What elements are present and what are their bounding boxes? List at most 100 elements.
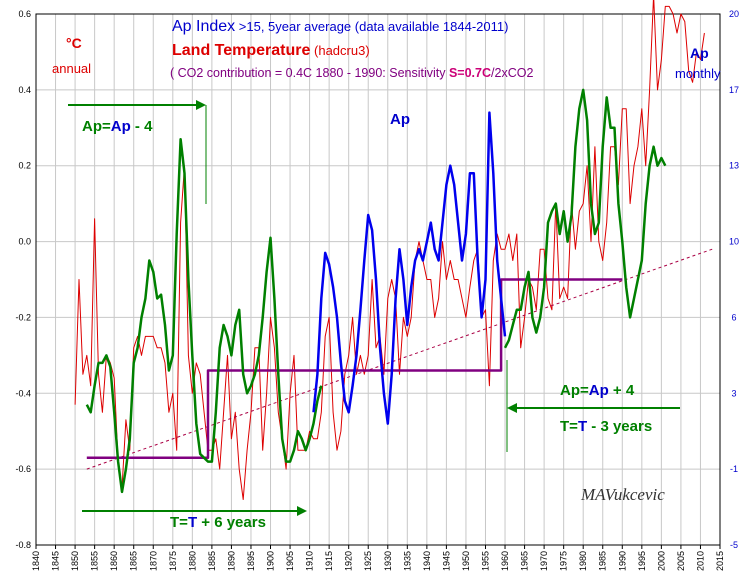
- right-tick-label: 6: [731, 312, 736, 322]
- x-tick-label: 1880: [187, 551, 197, 571]
- x-tick-label: 1900: [266, 551, 276, 571]
- x-tick-label: 1990: [617, 551, 627, 571]
- t-minus-b: T: [578, 418, 587, 435]
- co2-note-prefix: ( CO2 contribution = 0.4C 1880 - 1990: S…: [170, 66, 449, 80]
- t-minus-eq: =: [569, 418, 578, 435]
- series-group: [74, 0, 713, 500]
- left-tick-label: 0.6: [18, 9, 31, 19]
- ap-shift-minus-eq: =: [102, 118, 111, 135]
- right-tick-label: 10: [729, 237, 739, 247]
- annotations-group: Ap Index >15, 5year average (data availa…: [52, 18, 721, 531]
- x-tick-label: 1980: [578, 551, 588, 571]
- t-plus-label: T=T + 6 years: [170, 514, 266, 531]
- right-axis-note: monthly: [675, 66, 721, 81]
- x-tick-label: 2005: [676, 551, 686, 571]
- x-tick-label: 1855: [90, 551, 100, 571]
- ap-index-detail: >15, 5year average (data available 1844-…: [235, 19, 508, 34]
- ap-shifted-line: [85, 137, 323, 494]
- x-tick-label: 1890: [226, 551, 236, 571]
- right-tick-label: 17: [729, 85, 739, 95]
- ap-shift-plus-b: Ap: [589, 382, 609, 399]
- x-tick-label: 1920: [344, 551, 354, 571]
- x-tick-label: 1975: [559, 551, 569, 571]
- land-temperature-title: Land Temperature (hadcru3): [172, 42, 370, 59]
- x-tick-label: 1995: [637, 551, 647, 571]
- ap-shift-plus-label: Ap=Ap + 4: [560, 382, 635, 399]
- right-tick-label: 3: [731, 388, 736, 398]
- x-tick-label: 1950: [461, 551, 471, 571]
- left-tick-label: -0.6: [15, 464, 31, 474]
- x-tick-label: 1860: [109, 551, 119, 571]
- left-tick-label: 0.2: [18, 161, 31, 171]
- right-axis-label: Ap: [690, 45, 709, 61]
- x-tick-label: 2015: [715, 551, 725, 571]
- x-tick-label: 1970: [539, 551, 549, 571]
- right-tick-label: 20: [729, 9, 739, 19]
- right-tick-label: -5: [730, 540, 738, 550]
- x-tick-label: 1925: [363, 551, 373, 571]
- plot-frame: [35, 13, 721, 546]
- ap-shift-minus-rest: - 4: [131, 118, 153, 135]
- x-tick-label: 1840: [31, 551, 41, 571]
- t-minus-label: T=T - 3 years: [560, 418, 652, 435]
- ap-index-label: Ap Index: [172, 18, 235, 35]
- t-minus-arrowhead: [507, 403, 517, 413]
- x-tick-label: 1875: [168, 551, 178, 571]
- left-tick-label: -0.4: [15, 388, 31, 398]
- axes: 0.6 0.4 0.2 0.0 -0.2 -0.4 -0.6 -0.8 20 17 13 10 6 3 -1…: [15, 9, 739, 571]
- t-plus-arrowhead: [297, 506, 307, 516]
- ap-shift-plus-eq: =: [580, 382, 589, 399]
- left-tick-label: 0.0: [18, 237, 31, 247]
- t-plus-rest: + 6 years: [197, 514, 266, 531]
- x-tick-label: 1910: [305, 551, 315, 571]
- ap-shift-minus-label: Ap=Ap - 4: [82, 118, 153, 135]
- right-tick-label: 13: [729, 161, 739, 171]
- land-temp-label: Land Temperature: [172, 42, 311, 59]
- x-tick-label: 1865: [129, 551, 139, 571]
- ap-unshifted-line: [312, 111, 507, 425]
- x-tick-label: 1930: [383, 551, 393, 571]
- t-plus-eq: =: [179, 514, 188, 531]
- x-tick-label: 1915: [324, 551, 334, 571]
- left-tick-label: -0.2: [15, 312, 31, 322]
- ap-shift-plus-rest: + 4: [609, 382, 635, 399]
- signature: MAVukcevic: [580, 485, 665, 504]
- x-tick-label: 1870: [148, 551, 158, 571]
- x-tick-label: 1945: [441, 551, 451, 571]
- ap-shift-minus-b: Ap: [111, 118, 131, 135]
- x-tick-label: 1885: [207, 551, 217, 571]
- x-tick-label: 1960: [500, 551, 510, 571]
- ap-shifted-line: [503, 88, 667, 349]
- temperature-line: [74, 0, 705, 500]
- co2-note-suffix: /2xCO2: [491, 66, 533, 80]
- x-tick-label: 1940: [422, 551, 432, 571]
- left-unit-note: annual: [52, 61, 91, 76]
- x-tick-label: 1965: [520, 551, 530, 571]
- co2-note-bold: S=0.7C: [449, 66, 491, 80]
- ap-shift-plus-a: Ap: [560, 382, 580, 399]
- trend-line: [86, 248, 713, 470]
- x-tick-label: 1985: [598, 551, 608, 571]
- land-temp-detail: (hadcru3): [310, 43, 369, 58]
- x-tick-label: 1895: [246, 551, 256, 571]
- x-tick-label: 1935: [402, 551, 412, 571]
- ap-shift-minus-arrowhead: [196, 100, 206, 110]
- x-tick-label: 1850: [70, 551, 80, 571]
- x-tick-label: 2010: [695, 551, 705, 571]
- t-minus-rest: - 3 years: [587, 418, 652, 435]
- t-minus-a: T: [560, 418, 569, 435]
- x-tick-label: 1905: [285, 551, 295, 571]
- ap-shift-minus-a: Ap: [82, 118, 102, 135]
- x-tick-label: 1955: [480, 551, 490, 571]
- left-unit-symbol: °C: [66, 35, 82, 51]
- ap-index-title: Ap Index >15, 5year average (data availa…: [172, 18, 508, 35]
- t-plus-a: T: [170, 514, 179, 531]
- x-tick-label: 2000: [656, 551, 666, 571]
- left-tick-label: 0.4: [18, 85, 31, 95]
- right-tick-label: -1: [730, 464, 738, 474]
- co2-note: ( CO2 contribution = 0.4C 1880 - 1990: S…: [170, 66, 533, 80]
- x-tick-label: 1845: [51, 551, 61, 571]
- left-tick-label: -0.8: [15, 540, 31, 550]
